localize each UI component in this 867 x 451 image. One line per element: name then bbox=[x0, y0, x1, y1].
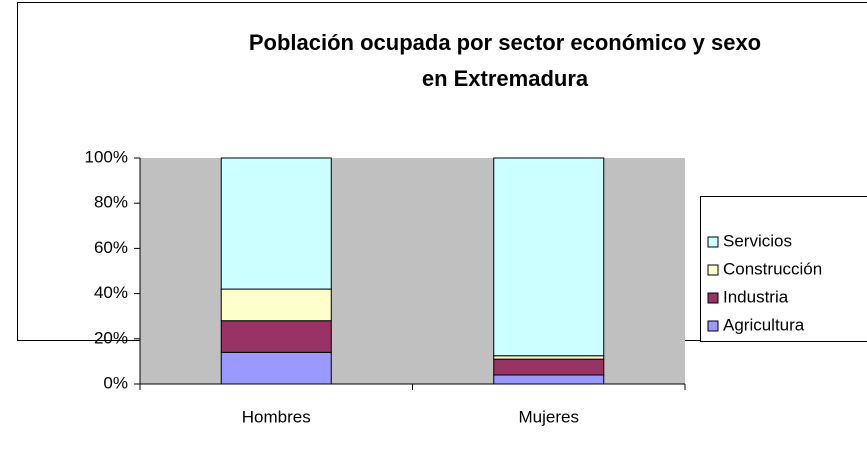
legend-swatch bbox=[707, 236, 719, 248]
bar-segment bbox=[220, 157, 332, 290]
chart-title: en Extremadura bbox=[422, 66, 589, 91]
legend-label: Industria bbox=[723, 287, 789, 306]
y-tick-label: 60% bbox=[94, 238, 128, 257]
bar-segment bbox=[493, 157, 605, 357]
x-tick-label: Mujeres bbox=[519, 407, 579, 426]
x-tick-label: Hombres bbox=[242, 407, 311, 426]
legend-label: Agricultura bbox=[723, 315, 805, 334]
legend-swatch bbox=[707, 292, 719, 304]
bar-segment bbox=[220, 320, 332, 353]
y-tick-label: 80% bbox=[94, 193, 128, 212]
bar-segment bbox=[493, 358, 605, 376]
y-tick-label: 40% bbox=[94, 283, 128, 302]
chart-title: Población ocupada por sector económico y… bbox=[249, 30, 761, 55]
bar-segment bbox=[493, 374, 605, 385]
bar-segment bbox=[493, 355, 605, 360]
bar-segment bbox=[220, 288, 332, 322]
y-tick-label: 0% bbox=[103, 373, 128, 392]
legend-label: Construcción bbox=[723, 259, 822, 278]
legend-label: Servicios bbox=[723, 231, 792, 250]
y-tick-label: 20% bbox=[94, 328, 128, 347]
bar-segment bbox=[220, 351, 332, 385]
legend-swatch bbox=[707, 320, 719, 332]
legend-swatch bbox=[707, 264, 719, 276]
y-tick-label: 100% bbox=[85, 147, 128, 166]
legend-box bbox=[700, 196, 867, 342]
